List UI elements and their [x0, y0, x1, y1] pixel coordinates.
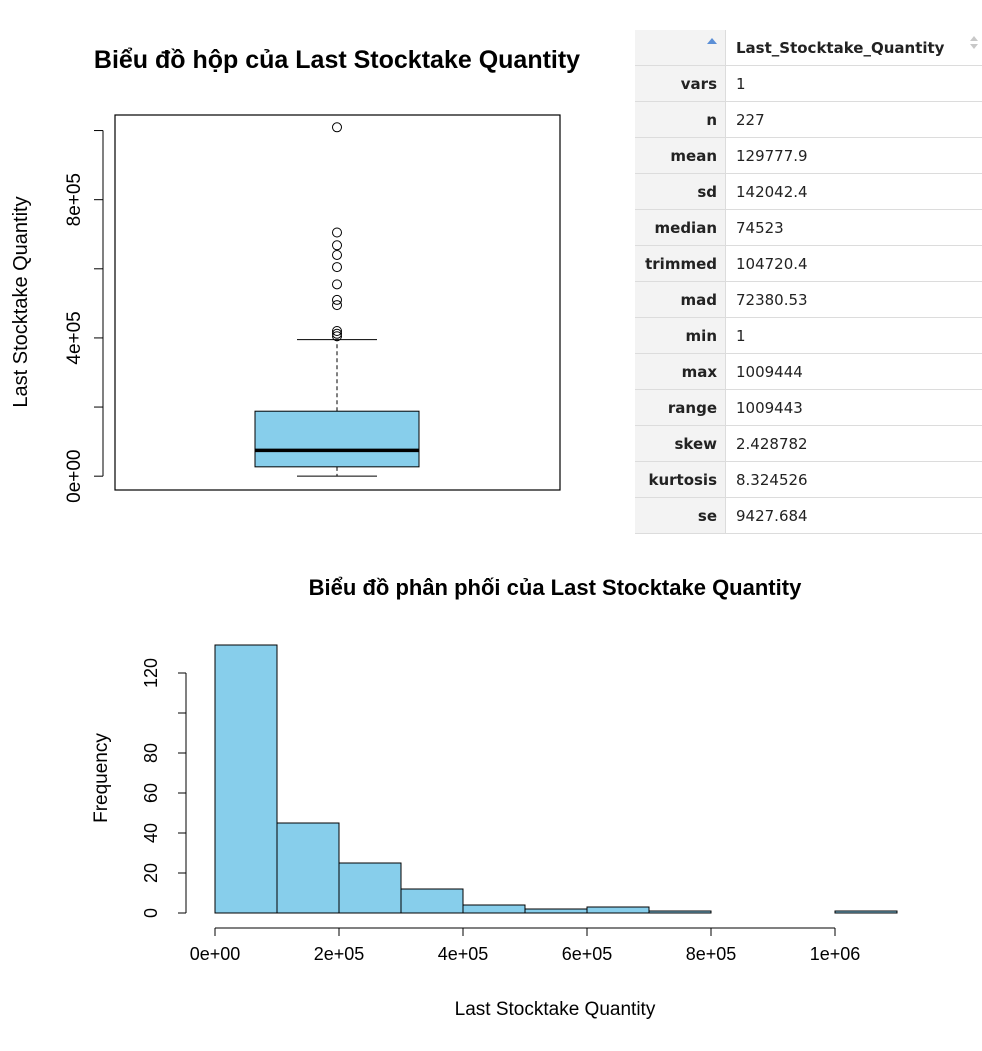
x-tick-label: 4e+05: [438, 944, 489, 964]
boxplot-chart: Biểu đồ hộp của Last Stocktake Quantity …: [0, 0, 630, 540]
row-value: 9427.684: [726, 498, 982, 534]
outlier-point: [333, 228, 342, 237]
row-value: 1: [726, 318, 982, 354]
row-value: 1009444: [726, 354, 982, 390]
boxplot-y-axis: 0e+00 4e+05 8e+05: [64, 131, 103, 503]
row-name: kurtosis: [635, 462, 726, 498]
boxplot-marks: [255, 123, 419, 476]
histogram-bar: [339, 863, 401, 913]
outlier-point: [333, 301, 342, 310]
outlier-point: [333, 263, 342, 272]
histogram-bar: [587, 907, 649, 913]
histogram-bar: [463, 905, 525, 913]
y-tick-label: 120: [141, 658, 161, 688]
x-tick-label: 8e+05: [686, 944, 737, 964]
y-tick-label: 40: [141, 823, 161, 843]
row-name: median: [635, 210, 726, 246]
boxplot-title: Biểu đồ hộp của Last Stocktake Quantity: [94, 46, 580, 74]
histogram-y-axis: 0 20 40 60 80 120: [141, 658, 186, 918]
row-name: trimmed: [635, 246, 726, 282]
y-tick-label: 4e+05: [64, 311, 85, 364]
sort-rownames-header[interactable]: [635, 30, 726, 66]
column-header-last-stocktake-quantity[interactable]: Last_Stocktake_Quantity: [726, 30, 982, 66]
sort-column-icon: [970, 36, 978, 52]
row-name: min: [635, 318, 726, 354]
row-value: 8.324526: [726, 462, 982, 498]
y-tick-label: 60: [141, 783, 161, 803]
histogram-bar: [649, 911, 711, 913]
outlier-point: [333, 295, 342, 304]
row-value: 2.428782: [726, 426, 982, 462]
outlier-point: [333, 241, 342, 250]
y-tick-label: 0e+00: [64, 449, 85, 502]
x-tick-label: 2e+05: [314, 944, 365, 964]
x-tick-label: 0e+00: [190, 944, 241, 964]
histogram-x-axis-label: Last Stocktake Quantity: [455, 999, 656, 1020]
row-name: vars: [635, 66, 726, 102]
x-tick-label: 6e+05: [562, 944, 613, 964]
y-tick-label: 8e+05: [64, 173, 85, 226]
histogram-bar: [401, 889, 463, 913]
row-value: 129777.9: [726, 138, 982, 174]
histogram-bar: [277, 823, 339, 913]
row-name: sd: [635, 174, 726, 210]
row-name: range: [635, 390, 726, 426]
x-tick-label: 1e+06: [810, 944, 861, 964]
y-tick-label: 80: [141, 743, 161, 763]
row-name: max: [635, 354, 726, 390]
stats-table-header-row: Last_Stocktake_Quantity: [635, 30, 982, 66]
row-value: 104720.4: [726, 246, 982, 282]
row-name: skew: [635, 426, 726, 462]
row-value: 227: [726, 102, 982, 138]
row-name: mean: [635, 138, 726, 174]
row-value: 1: [726, 66, 982, 102]
histogram-title: Biểu đồ phân phối của Last Stocktake Qua…: [309, 575, 802, 600]
row-name: n: [635, 102, 726, 138]
y-tick-label: 20: [141, 863, 161, 883]
boxplot-panel: Biểu đồ hộp của Last Stocktake Quantity …: [0, 0, 630, 540]
y-tick-label: 0: [141, 908, 161, 918]
row-name: mad: [635, 282, 726, 318]
outlier-point: [333, 250, 342, 259]
outlier-point: [333, 123, 342, 132]
histogram-chart: Biểu đồ phân phối của Last Stocktake Qua…: [0, 560, 982, 1046]
column-header-label: Last_Stocktake_Quantity: [736, 39, 944, 57]
boxplot-y-axis-label: Last Stocktake Quantity: [10, 196, 32, 407]
row-value: 142042.4: [726, 174, 982, 210]
histogram-bar: [215, 645, 277, 913]
iqr-box: [255, 411, 419, 467]
histogram-bars: [215, 645, 897, 913]
row-value: 1009443: [726, 390, 982, 426]
row-value: 74523: [726, 210, 982, 246]
histogram-x-axis: 0e+00 2e+05 4e+05 6e+05 8e+05 1e+06: [190, 928, 861, 964]
histogram-panel: Biểu đồ phân phối của Last Stocktake Qua…: [0, 560, 982, 1046]
histogram-y-axis-label: Frequency: [91, 733, 112, 823]
histogram-bar: [835, 911, 897, 913]
row-value: 72380.53: [726, 282, 982, 318]
sort-ascending-icon: [707, 38, 717, 44]
row-name: se: [635, 498, 726, 534]
histogram-bar: [525, 909, 587, 913]
outlier-point: [333, 280, 342, 289]
